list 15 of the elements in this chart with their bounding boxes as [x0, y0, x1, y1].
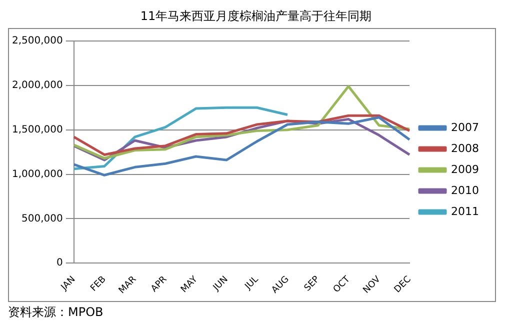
legend-label: 2011 [451, 204, 480, 218]
y-tick-label: 500,000 [22, 213, 63, 224]
legend-label: 2009 [451, 162, 480, 176]
legend-label: 2008 [451, 142, 480, 155]
y-tick-label: 1,500,000 [12, 124, 63, 136]
y-tick-label: 2,500,000 [12, 36, 63, 47]
chart-title: 11年马来西亚月度棕榈油产量高于往年同期 [139, 8, 373, 25]
x-tick-label: JUL [242, 274, 261, 292]
x-tick-label: FEB [89, 274, 108, 294]
text: 资料来源：MPOB [8, 304, 104, 321]
legend-label: 2007 [451, 120, 480, 134]
y-tick-label: 2,000,000 [12, 80, 63, 92]
legend-label: 2010 [451, 184, 480, 197]
y-tick-label: 1,000,000 [12, 168, 63, 180]
y-tick-label: 0 [56, 258, 63, 269]
